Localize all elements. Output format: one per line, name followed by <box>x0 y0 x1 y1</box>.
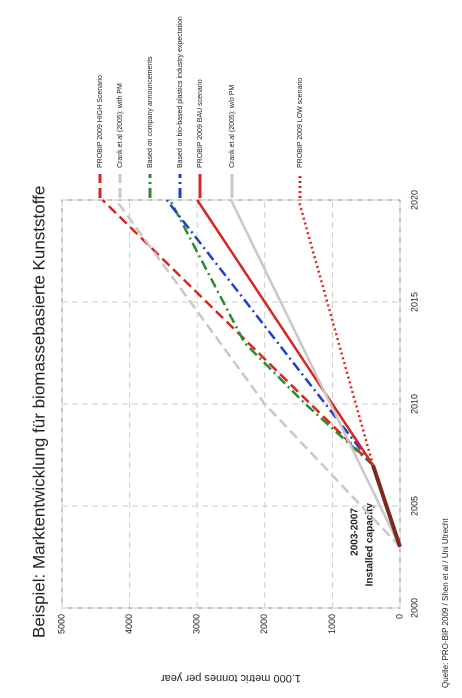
series-line <box>229 199 402 548</box>
slide-title: Beispiel: Marktentwicklung für biomasseb… <box>29 186 48 638</box>
legend-label: Based on bio-based plastics industry exp… <box>177 16 184 168</box>
legend-label: Based on company announcements <box>147 56 154 168</box>
legend-label: Crank et al (2005): with PM <box>117 83 124 168</box>
series-line <box>371 464 402 548</box>
x-tick-label: 2005 <box>409 496 419 516</box>
legend-label: PROBIP 2009 HIGH Scenario <box>97 75 104 168</box>
y-tick-label: 2000 <box>259 614 269 634</box>
annotation: Installed capacity <box>365 503 376 587</box>
x-tick-label: 2010 <box>409 394 419 414</box>
series-line <box>297 199 375 466</box>
y-axis-label: 1.000 metric tonnes per year <box>161 672 301 684</box>
source: Quelle: PRO-BIP 2009 / Shen et al / Uni … <box>441 518 450 688</box>
series-line <box>196 199 375 466</box>
series-line <box>169 199 374 467</box>
series-line <box>115 199 401 548</box>
y-tick-label: 4000 <box>124 614 134 634</box>
x-tick-label: 2020 <box>409 190 419 210</box>
y-tick-label: 3000 <box>192 614 202 634</box>
annotation: 2003-2007 <box>350 508 361 556</box>
x-tick-label: 2000 <box>409 598 419 618</box>
y-tick-label: 0 <box>394 614 404 619</box>
x-tick-label: 2015 <box>409 292 419 312</box>
legend-label: Crank et al (2005): w/o PM <box>229 85 236 168</box>
rotated-slide: Beispiel: Marktentwicklung für biomasseb… <box>29 16 450 688</box>
legend-label: PROBIP 2009 LOW scenario <box>297 78 304 168</box>
y-tick-label: 1000 <box>327 614 337 634</box>
legend-label: PROBIP 2009 BAU scenario <box>197 79 204 168</box>
y-tick-label: 5000 <box>56 614 66 634</box>
